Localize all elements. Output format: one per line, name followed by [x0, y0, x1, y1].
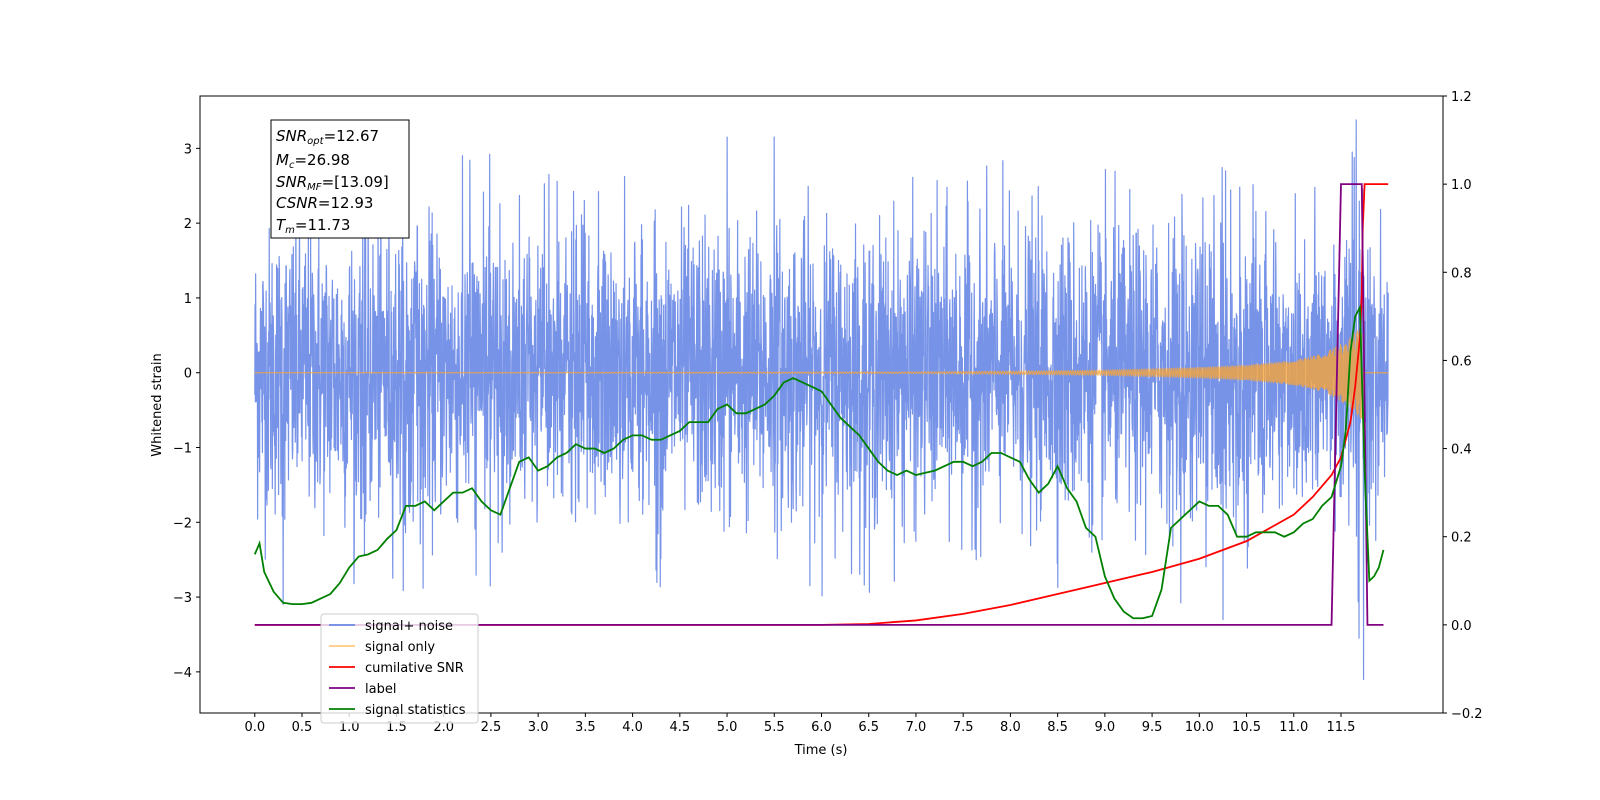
- y2-tick-label: 0.4: [1451, 443, 1472, 458]
- y2-tick-label: 0.6: [1451, 354, 1472, 369]
- y-tick-label: 0: [184, 367, 192, 382]
- x-tick-label: 7.0: [906, 720, 927, 735]
- x-tick-label: 3.5: [575, 720, 596, 735]
- plot-area: [253, 119, 1389, 680]
- y2-tick-label: −0.2: [1451, 707, 1483, 722]
- annotation-snr-opt: SNRopt=12.67: [276, 127, 379, 147]
- x-tick-label: 0.5: [292, 720, 313, 735]
- x-tick-label: 11.5: [1327, 720, 1356, 735]
- legend-frame: [320, 613, 479, 724]
- annotation-mc: Mc=26.98: [276, 151, 350, 171]
- x-tick-label: 8.0: [1000, 720, 1021, 735]
- x-tick-label: 9.0: [1095, 720, 1116, 735]
- y-tick-label: 1: [184, 292, 192, 307]
- x-tick-label: 7.5: [953, 720, 974, 735]
- y2-tick-label: 1.0: [1451, 178, 1472, 193]
- annotation-snr-mf: SNRMF=[13.09]: [276, 173, 389, 193]
- x-axis: 0.0 0.5 1.0 1.5 2.0 2.5 3.0 3.5 4.0 4.5 5.0 5.5 6.0 6…: [244, 713, 1355, 735]
- x-tick-label: 2.0: [433, 720, 454, 735]
- x-tick-label: 6.0: [811, 720, 832, 735]
- x-tick-label: 1.5: [386, 720, 407, 735]
- series-line-label: [254, 183, 1384, 626]
- x-tick-label: 10.0: [1185, 720, 1214, 735]
- y-tick-label: −1: [173, 442, 192, 457]
- y-axis-label: Whitened strain: [150, 353, 165, 456]
- x-tick-label: 4.0: [622, 720, 643, 735]
- x-tick-label: 9.5: [1142, 720, 1163, 735]
- x-tick-label: 6.5: [858, 720, 879, 735]
- series-line-signal-only: [254, 330, 1389, 420]
- x-tick-label: 0.0: [244, 720, 265, 735]
- legend-label-signal-noise: signal+ noise: [365, 619, 453, 634]
- x-tick-label: 2.5: [481, 720, 502, 735]
- annotation-csnr: CSNR=12.93: [276, 194, 373, 212]
- y2-tick-label: 0.2: [1451, 531, 1472, 546]
- legend-label-cumulative-snr: cumilative SNR: [365, 661, 464, 676]
- x-tick-label: 8.5: [1047, 720, 1068, 735]
- x-axis-label: Time (s): [794, 743, 848, 758]
- legend-label-signal-only: signal only: [365, 640, 435, 655]
- y2-tick-label: 0.0: [1451, 619, 1472, 634]
- x-tick-label: 3.0: [528, 720, 549, 735]
- legend: signal+ noise signal only cumilative SNR…: [320, 613, 479, 724]
- annotation-box-frame: [270, 119, 410, 239]
- y-tick-label: 3: [184, 142, 192, 157]
- x-tick-label: 11.0: [1279, 720, 1308, 735]
- y-tick-label: 2: [184, 217, 192, 232]
- y-tick-label: −2: [173, 516, 192, 531]
- y-tick-label: −3: [173, 591, 192, 606]
- y-tick-label: −4: [173, 666, 192, 681]
- annotation-box: SNRopt=12.67 Mc=26.98 SNRMF=[13.09] CSNR…: [270, 119, 410, 239]
- x-tick-label: 5.0: [717, 720, 738, 735]
- x-tick-label: 4.5: [669, 720, 690, 735]
- y2-tick-label: 0.8: [1451, 266, 1472, 281]
- x-tick-label: 1.0: [339, 720, 360, 735]
- legend-label-label: label: [365, 682, 396, 697]
- series-line-signal-statistics: [253, 304, 1385, 620]
- x-tick-label: 5.5: [764, 720, 785, 735]
- y-axis-left: −4 −3 −2 −1 0 1 2 3: [173, 142, 200, 681]
- annotation-tm: Tm=11.73: [276, 216, 350, 236]
- y-axis-right: −0.2 0.0 0.2 0.4 0.6 0.8 1.0 1.2: [1443, 90, 1483, 722]
- y2-tick-label: 1.2: [1451, 90, 1472, 105]
- legend-label-signal-statistics: signal statistics: [365, 703, 466, 718]
- x-tick-label: 10.5: [1232, 720, 1261, 735]
